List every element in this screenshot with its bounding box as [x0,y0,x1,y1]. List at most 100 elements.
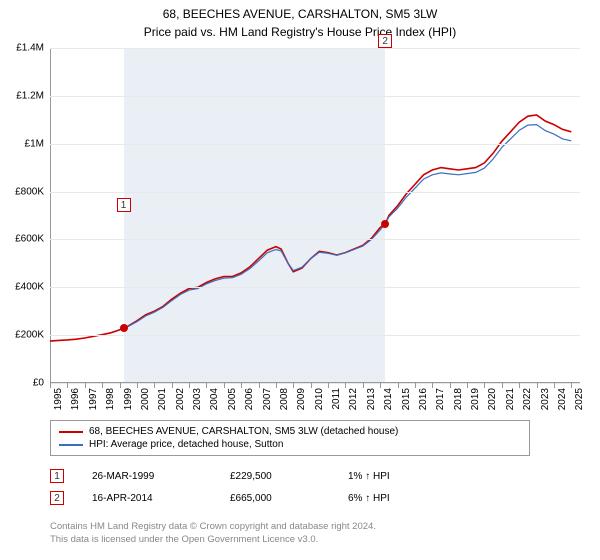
gridline [50,383,580,384]
x-tick [432,383,433,388]
x-tick [328,383,329,388]
sale-date: 26-MAR-1999 [92,471,202,482]
sale-marker: 1 [117,198,131,212]
x-tick-label: 2014 [383,388,394,410]
gridline [50,239,580,240]
sales-table: 126-MAR-1999£229,5001% ↑ HPI216-APR-2014… [50,465,570,509]
x-tick [363,383,364,388]
x-tick-label: 1995 [53,388,64,410]
x-tick-label: 1998 [105,388,116,410]
x-tick [276,383,277,388]
x-tick-label: 2009 [296,388,307,410]
x-tick [172,383,173,388]
x-tick-label: 2006 [244,388,255,410]
x-tick [571,383,572,388]
x-tick [415,383,416,388]
x-tick [537,383,538,388]
line-layer [50,48,580,383]
x-tick [554,383,555,388]
x-tick-label: 2024 [557,388,568,410]
sale-delta: 1% ↑ HPI [348,471,390,482]
x-tick-label: 2016 [418,388,429,410]
x-tick [450,383,451,388]
attribution: Contains HM Land Registry data © Crown c… [50,520,376,547]
sale-date: 16-APR-2014 [92,493,202,504]
x-tick-label: 2003 [192,388,203,410]
x-tick [154,383,155,388]
x-tick-label: 2015 [401,388,412,410]
x-tick-label: 2018 [453,388,464,410]
y-tick-label: £400K [0,282,44,293]
x-tick [224,383,225,388]
x-tick [137,383,138,388]
gridline [50,192,580,193]
y-tick-label: £1M [0,138,44,149]
legend-swatch [59,444,83,446]
x-tick [398,383,399,388]
x-tick [67,383,68,388]
gridline [50,96,580,97]
x-tick-label: 2004 [209,388,220,410]
sale-dot [120,324,128,332]
y-tick-label: £1.2M [0,90,44,101]
x-tick [380,383,381,388]
gridline [50,287,580,288]
series-price-paid [50,115,571,341]
y-tick-label: £200K [0,330,44,341]
x-tick-label: 2025 [574,388,585,410]
x-tick [189,383,190,388]
chart-subtitle: Price paid vs. HM Land Registry's House … [0,23,600,39]
y-tick-label: £1.4M [0,43,44,54]
y-tick-label: £800K [0,186,44,197]
plot-area: £0£200K£400K£600K£800K£1M£1.2M£1.4M19951… [50,48,580,383]
y-tick-label: £600K [0,234,44,245]
x-tick-label: 2022 [522,388,533,410]
x-tick [467,383,468,388]
sale-row-marker: 2 [50,491,64,505]
x-tick [241,383,242,388]
x-tick [345,383,346,388]
x-tick-label: 2011 [331,388,342,410]
x-tick [50,383,51,388]
gridline [50,48,580,49]
x-tick [120,383,121,388]
x-tick [311,383,312,388]
gridline [50,335,580,336]
x-tick-label: 2008 [279,388,290,410]
x-tick [484,383,485,388]
x-tick-label: 1996 [70,388,81,410]
legend: 68, BEECHES AVENUE, CARSHALTON, SM5 3LW … [50,420,530,456]
sale-dot [381,220,389,228]
x-tick-label: 2007 [262,388,273,410]
x-tick-label: 1999 [123,388,134,410]
x-tick [293,383,294,388]
attribution-line2: This data is licensed under the Open Gov… [50,533,376,546]
legend-item: 68, BEECHES AVENUE, CARSHALTON, SM5 3LW … [59,425,521,438]
legend-label: 68, BEECHES AVENUE, CARSHALTON, SM5 3LW … [89,426,398,437]
chart-title: 68, BEECHES AVENUE, CARSHALTON, SM5 3LW [0,0,600,23]
series-hpi [124,125,572,329]
sale-row-marker: 1 [50,469,64,483]
gridline [50,144,580,145]
x-tick-label: 2021 [505,388,516,410]
x-tick [85,383,86,388]
x-tick-label: 2001 [157,388,168,410]
sale-marker: 2 [378,34,392,48]
x-tick-label: 2013 [366,388,377,410]
x-tick-label: 2002 [175,388,186,410]
x-tick [206,383,207,388]
x-tick-label: 2010 [314,388,325,410]
x-tick-label: 1997 [88,388,99,410]
x-tick-label: 2020 [487,388,498,410]
legend-label: HPI: Average price, detached house, Sutt… [89,439,283,450]
x-tick-label: 2019 [470,388,481,410]
x-tick-label: 2005 [227,388,238,410]
sale-row: 126-MAR-1999£229,5001% ↑ HPI [50,465,570,487]
chart-container: 68, BEECHES AVENUE, CARSHALTON, SM5 3LW … [0,0,600,560]
x-tick [519,383,520,388]
sale-row: 216-APR-2014£665,0006% ↑ HPI [50,487,570,509]
sale-price: £665,000 [230,493,320,504]
x-tick [259,383,260,388]
legend-item: HPI: Average price, detached house, Sutt… [59,438,521,451]
x-tick-label: 2023 [540,388,551,410]
